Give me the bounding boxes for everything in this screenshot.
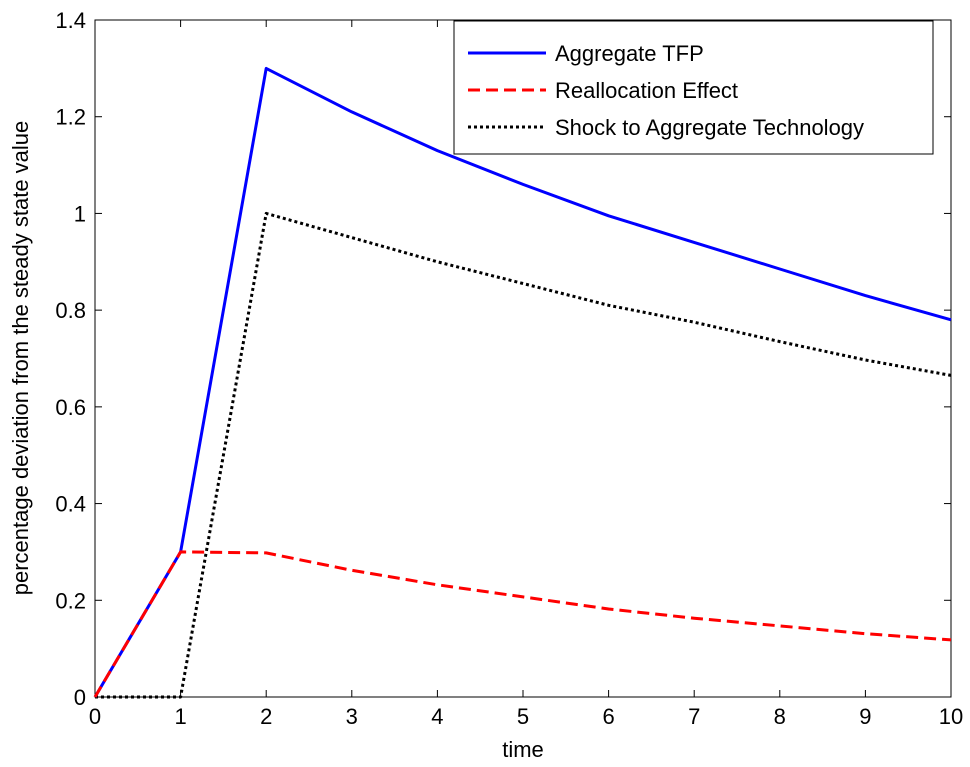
y-tick-label: 0.4: [55, 492, 86, 517]
series-line-aggregate-tfp: [93, 66, 952, 698]
y-tick-label: 0.6: [55, 395, 86, 420]
x-tick-label: 7: [688, 704, 700, 729]
y-tick-label: 0.8: [55, 298, 86, 323]
legend-label: Reallocation Effect: [555, 78, 738, 103]
series-line-reallocation-effect: [93, 550, 952, 698]
axis-ticks: 0 1 2 3 4 5 6 7 8 9 10 0 0.2 0.4 0.6 0.8 1 1.2 1.4: [55, 8, 963, 729]
y-axis-label: percentage deviation from the steady sta…: [8, 121, 33, 596]
legend-label: Shock to Aggregate Technology: [555, 115, 864, 140]
x-tick-label: 9: [859, 704, 871, 729]
series-lines: [93, 66, 952, 699]
x-tick-label: 6: [602, 704, 614, 729]
x-tick-label: 8: [774, 704, 786, 729]
legend: Aggregate TFP Reallocation Effect Shock to…: [453, 20, 934, 155]
series-line-shock-to-aggregate-technology: [95, 211, 952, 699]
x-tick-label: 4: [431, 704, 443, 729]
legend-box: [453, 20, 934, 155]
x-tick-label: 1: [174, 704, 186, 729]
y-tick-label: 1: [74, 201, 86, 226]
x-tick-label: 5: [517, 704, 529, 729]
y-tick-label: 1.4: [55, 8, 86, 33]
legend-label: Aggregate TFP: [555, 41, 704, 66]
y-tick-label: 0.2: [55, 588, 86, 613]
y-tick-label: 1.2: [55, 105, 86, 130]
x-axis-label: time: [502, 737, 544, 762]
x-tick-label: 10: [939, 704, 963, 729]
y-tick-label: 0: [74, 685, 86, 710]
x-tick-label: 3: [346, 704, 358, 729]
x-tick-label: 2: [260, 704, 272, 729]
x-tick-label: 0: [89, 704, 101, 729]
